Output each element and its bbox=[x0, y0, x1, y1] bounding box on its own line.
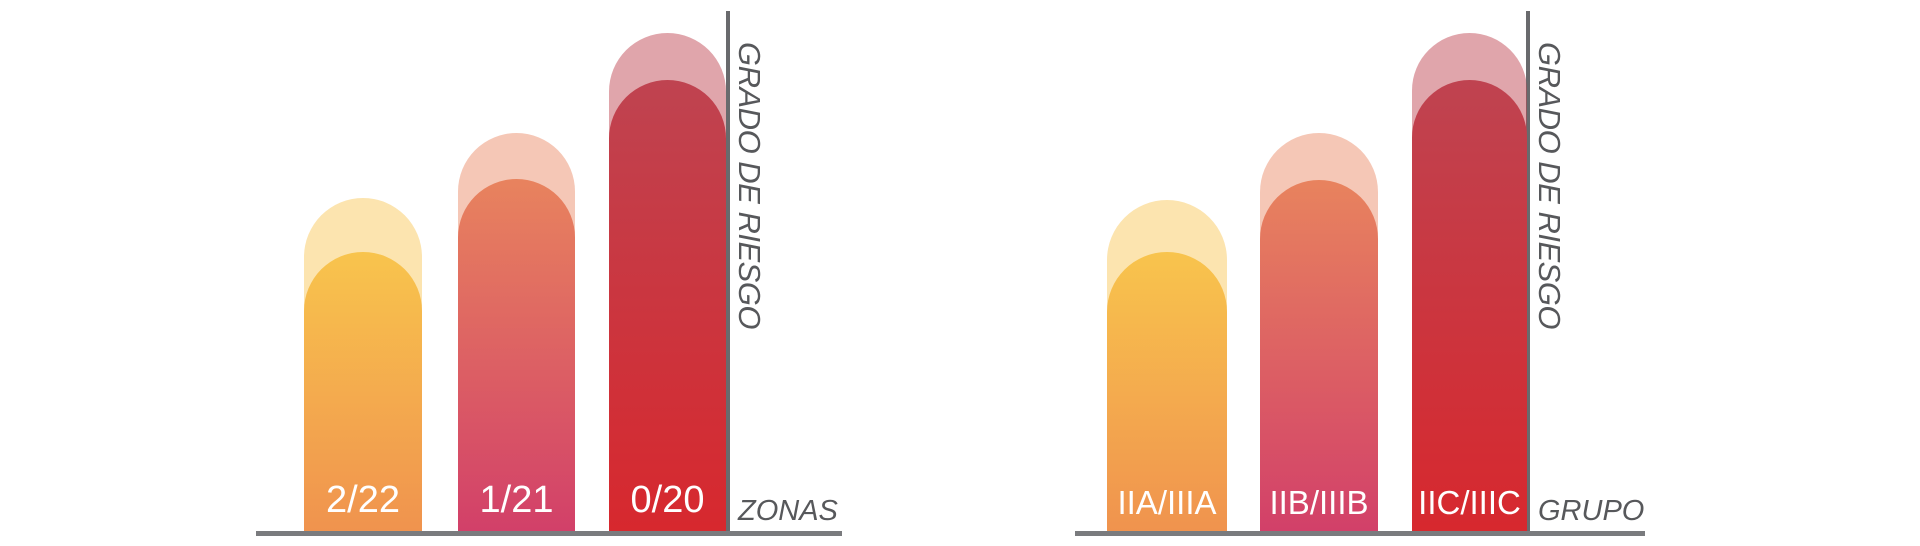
bar-1-21: 1/21 bbox=[458, 179, 575, 531]
bar-label: IIB/IIIB bbox=[1269, 484, 1369, 521]
bar-label: 0/20 bbox=[630, 479, 705, 521]
grupo-x-axis-line bbox=[1075, 531, 1645, 536]
bar-label: IIA/IIIA bbox=[1117, 484, 1217, 521]
grupo-x-axis-label: GRUPO bbox=[1538, 495, 1645, 527]
bar-label: IIC/IIIC bbox=[1418, 484, 1521, 521]
bar-0-20: 0/20 bbox=[609, 80, 726, 531]
bar-iic-iiic: IIC/IIIC bbox=[1412, 80, 1527, 531]
grupo-y-axis-line bbox=[1526, 11, 1530, 536]
zonas-y-axis-label: GRADO DE RIESGO bbox=[732, 42, 767, 330]
bar-label: 2/22 bbox=[326, 479, 400, 521]
grupo-y-axis-label: GRADO DE RIESGO bbox=[1532, 42, 1567, 330]
zonas-x-axis-label: ZONAS bbox=[738, 495, 838, 527]
zonas-y-axis-line bbox=[726, 11, 730, 536]
bar-2-22: 2/22 bbox=[304, 252, 422, 531]
bar-iib-iiib: IIB/IIIB bbox=[1260, 180, 1378, 531]
bar-label: 1/21 bbox=[479, 479, 554, 521]
zonas-x-axis-line bbox=[256, 531, 842, 536]
bar-iia-iiia: IIA/IIIA bbox=[1107, 252, 1227, 531]
